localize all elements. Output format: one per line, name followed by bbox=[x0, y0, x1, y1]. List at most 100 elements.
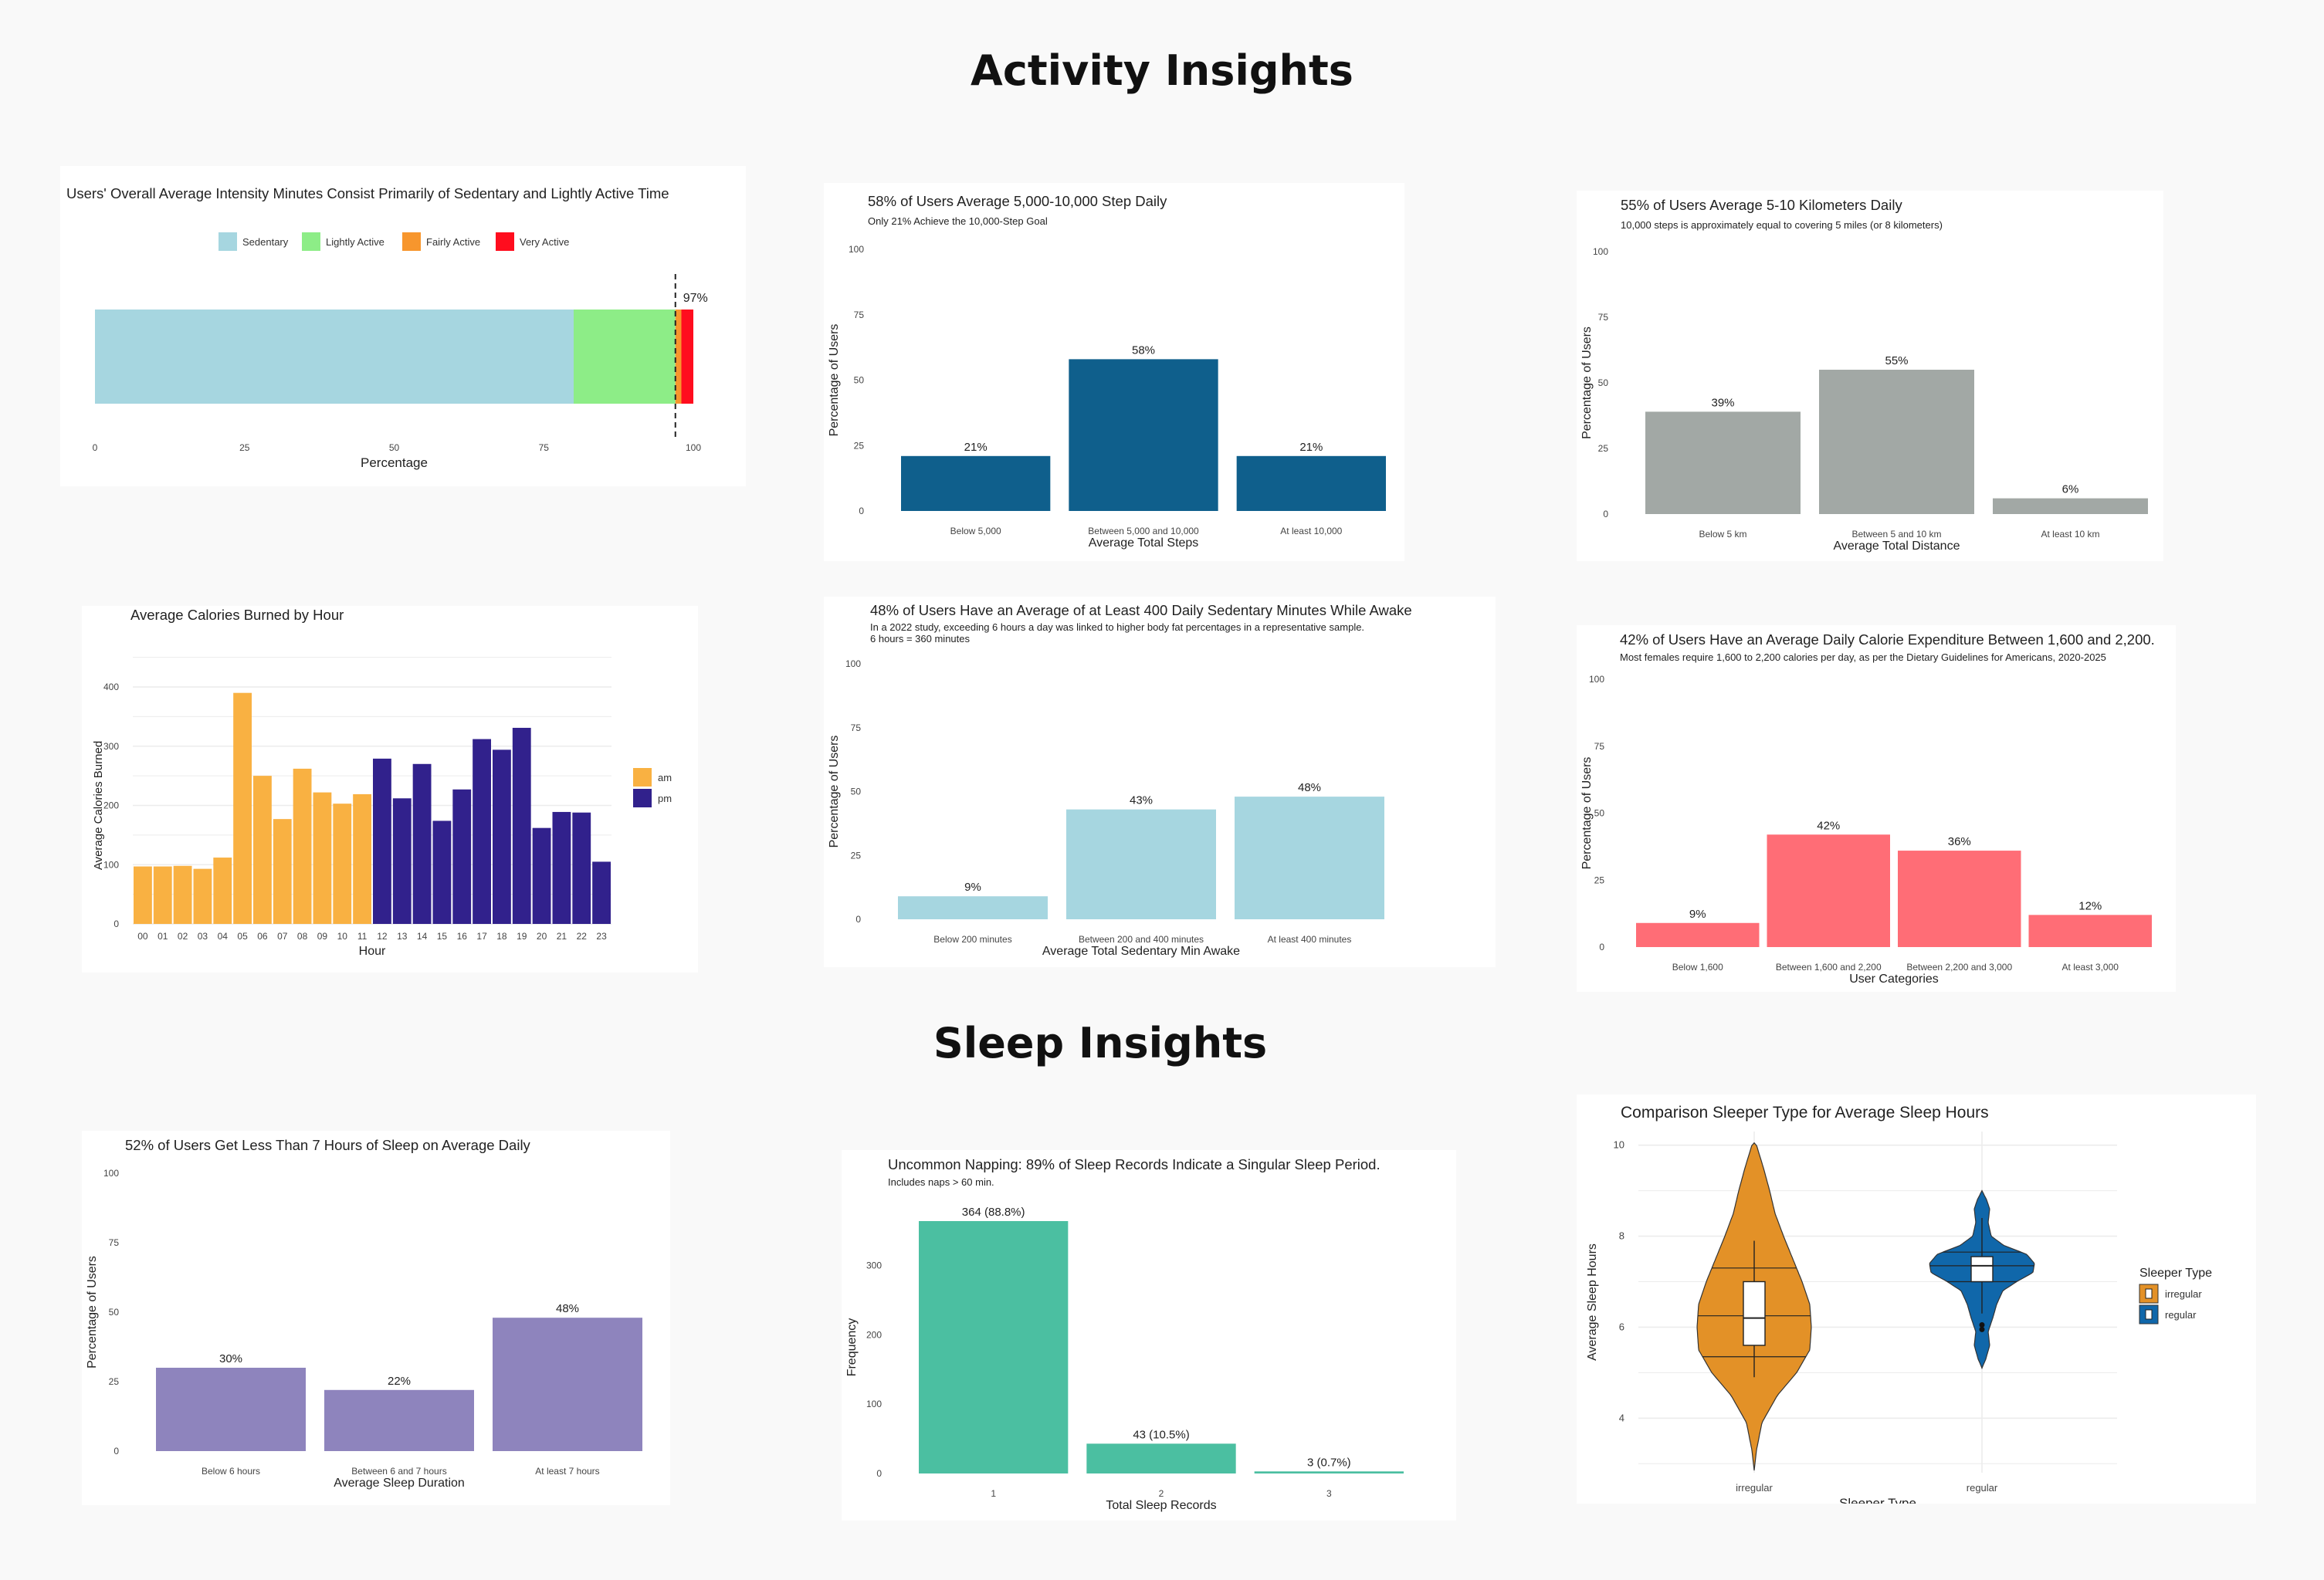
x-tick-label: Between 5,000 and 10,000 bbox=[1088, 526, 1199, 536]
stacked-bar-segment bbox=[574, 310, 676, 404]
bar bbox=[353, 793, 371, 924]
bar bbox=[1086, 1443, 1236, 1473]
y-tick-label: 50 bbox=[109, 1307, 120, 1318]
x-tick-label: Below 5 km bbox=[1699, 529, 1746, 540]
bar bbox=[1898, 851, 2021, 947]
bar bbox=[1236, 455, 1386, 511]
y-tick-label: 300 bbox=[103, 741, 119, 752]
bar bbox=[213, 858, 232, 924]
x-axis-label: Average Total Steps bbox=[1089, 536, 1199, 550]
x-tick-label: Below 6 hours bbox=[202, 1466, 260, 1477]
legend-label: Fairly Active bbox=[426, 236, 480, 248]
y-tick-label: 100 bbox=[1589, 674, 1604, 685]
y-tick-label: 0 bbox=[876, 1468, 882, 1479]
legend-swatch bbox=[302, 232, 320, 251]
bar bbox=[156, 1368, 306, 1451]
sleep-section-title: Sleep Insights bbox=[933, 1019, 1268, 1067]
bar bbox=[1254, 1471, 1404, 1473]
legend-label: irregular bbox=[2165, 1288, 2202, 1300]
y-tick-label: 0 bbox=[855, 914, 861, 925]
y-tick-label: 75 bbox=[851, 722, 862, 733]
x-tick-label: Between 200 and 400 minutes bbox=[1079, 934, 1204, 945]
y-tick-label: 200 bbox=[103, 800, 119, 811]
x-tick-label: 50 bbox=[389, 442, 400, 453]
x-tick-label: Below 200 minutes bbox=[933, 934, 1011, 945]
y-axis-label: Percentage of Users bbox=[828, 324, 841, 437]
chart-title: 52% of Users Get Less Than 7 Hours of Sl… bbox=[125, 1137, 530, 1153]
bar bbox=[173, 865, 192, 924]
y-tick-label: 8 bbox=[1619, 1230, 1624, 1242]
sedentary-chart-card: 48% of Users Have an Average of at Least… bbox=[824, 597, 1496, 967]
y-tick-label: 50 bbox=[854, 375, 865, 386]
chart-title: Average Calories Burned by Hour bbox=[130, 607, 344, 623]
stacked-bar-segment bbox=[95, 310, 574, 404]
bar bbox=[493, 749, 511, 924]
steps-chart: 0 25 50 75 100 21% Below 5,000 58% Between 5,000… bbox=[828, 244, 1386, 550]
bar bbox=[1069, 359, 1218, 511]
y-axis-label: Percentage of Users bbox=[1580, 757, 1594, 870]
steps-chart-card: 58% of Users Average 5,000-10,000 Step D… bbox=[824, 183, 1404, 561]
y-tick-label: 25 bbox=[1598, 443, 1609, 454]
x-tick-label: 03 bbox=[198, 931, 208, 942]
bar bbox=[253, 776, 272, 924]
bar bbox=[333, 804, 352, 924]
bar bbox=[592, 861, 611, 924]
bar bbox=[1235, 797, 1384, 919]
bar bbox=[273, 819, 292, 924]
x-tick-label: At least 10,000 bbox=[1280, 526, 1342, 536]
y-tick-label: 25 bbox=[1594, 875, 1605, 885]
chart-title: Uncommon Napping: 89% of Sleep Records I… bbox=[888, 1156, 1381, 1172]
y-tick-label: 400 bbox=[103, 682, 119, 692]
bar bbox=[324, 1389, 474, 1451]
bar-data-label: 43 (10.5%) bbox=[1133, 1428, 1189, 1441]
y-tick-label: 75 bbox=[1598, 312, 1609, 323]
legend-label: Very Active bbox=[520, 236, 569, 248]
bar-data-label: 3 (0.7%) bbox=[1307, 1456, 1351, 1469]
x-axis-label: Sleeper Type bbox=[1839, 1496, 1916, 1504]
bar-data-label: 22% bbox=[388, 1375, 411, 1388]
x-tick-label: 01 bbox=[158, 931, 168, 942]
bar-data-label: 9% bbox=[964, 881, 981, 894]
bar bbox=[392, 798, 412, 924]
x-tick-label: 19 bbox=[517, 931, 527, 942]
x-tick-label: 0 bbox=[93, 442, 98, 453]
bar-data-label: 364 (88.8%) bbox=[962, 1206, 1025, 1219]
y-tick-label: 100 bbox=[849, 244, 864, 255]
calories-by-hour-chart-card: Average Calories Burned by Hour 0 100 200 3… bbox=[82, 606, 698, 973]
bar bbox=[512, 727, 531, 924]
x-axis-label: Average Total Sedentary Min Awake bbox=[1042, 945, 1240, 958]
legend-box-glyph bbox=[2145, 1288, 2153, 1299]
x-tick-label: 04 bbox=[218, 931, 229, 942]
x-tick-label: 20 bbox=[537, 931, 547, 942]
legend-swatch bbox=[402, 232, 421, 251]
bar bbox=[153, 866, 172, 924]
bar bbox=[572, 812, 591, 924]
y-tick-label: 0 bbox=[1599, 942, 1604, 952]
sleep-records-chart: 0 100 200 300 364 (88.8%) 1 43 (10.5%) 2 3 (0.7%… bbox=[845, 1206, 1404, 1512]
legend-title: Sleeper Type bbox=[2139, 1267, 2212, 1280]
y-tick-label: 100 bbox=[866, 1399, 882, 1409]
x-tick-label: 05 bbox=[237, 931, 248, 942]
legend-label: regular bbox=[2165, 1309, 2197, 1321]
y-tick-label: 25 bbox=[854, 440, 865, 451]
y-tick-label: 0 bbox=[113, 1446, 119, 1457]
y-tick-label: 100 bbox=[845, 658, 861, 669]
chart-subtitle: 10,000 steps is approximately equal to c… bbox=[1621, 219, 1943, 231]
chart-title: Users' Overall Average Intensity Minutes… bbox=[66, 185, 669, 201]
legend-label: Lightly Active bbox=[326, 236, 385, 248]
x-tick-label: 11 bbox=[357, 931, 368, 942]
y-tick-label: 0 bbox=[859, 506, 864, 516]
bar-data-label: 58% bbox=[1132, 343, 1155, 357]
y-tick-label: 25 bbox=[109, 1376, 120, 1387]
chart-title: Comparison Sleeper Type for Average Slee… bbox=[1621, 1104, 1989, 1122]
stacked-bar-segment bbox=[681, 310, 693, 404]
legend-swatch bbox=[219, 232, 237, 251]
bar bbox=[1645, 411, 1801, 514]
x-axis-label: Percentage bbox=[361, 455, 428, 470]
bar bbox=[2028, 915, 2152, 947]
bar-data-label: 6% bbox=[2062, 483, 2079, 496]
y-tick-label: 6 bbox=[1619, 1321, 1624, 1332]
bar bbox=[1819, 370, 1974, 514]
boxplot-box bbox=[1970, 1256, 1994, 1283]
bar bbox=[901, 455, 1051, 511]
